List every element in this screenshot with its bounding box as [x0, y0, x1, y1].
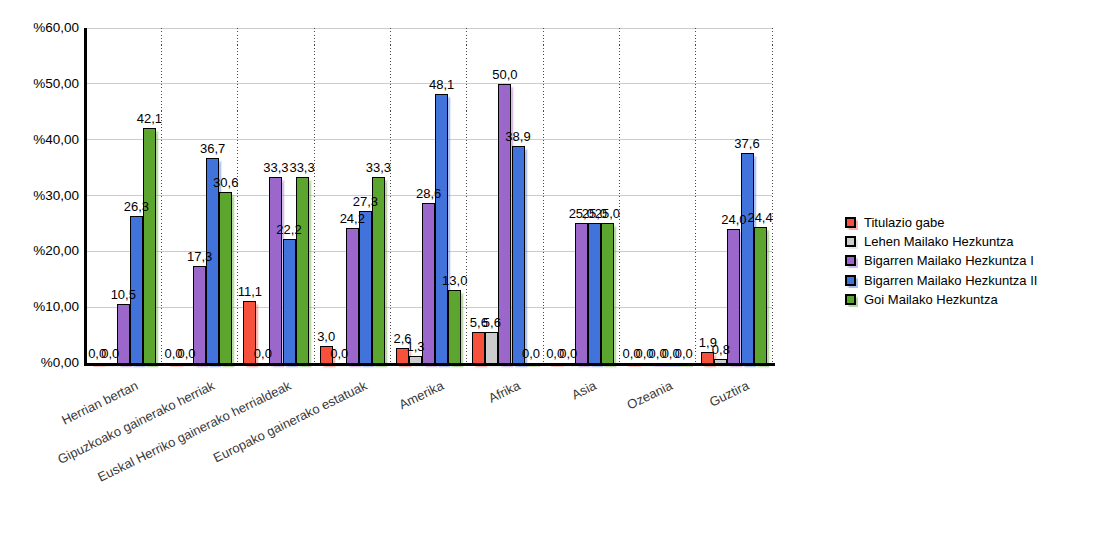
y-axis-tick-label: %40,00 [33, 132, 79, 147]
bar-value-label: 22,2 [259, 222, 319, 237]
legend-item: Lehen Mailako Hezkuntza [845, 232, 1037, 251]
legend-item: Titulazio gabe [845, 213, 1037, 232]
bar-value-label: 33,3 [348, 160, 408, 175]
bar-value-label: 33,3 [272, 160, 332, 175]
legend-swatch [845, 255, 856, 266]
category-separator [314, 28, 315, 363]
y-axis-line [84, 28, 87, 366]
bar-s3-c6 [588, 223, 601, 365]
legend: Titulazio gabe Lehen Mailako Hezkuntza Big… [845, 213, 1037, 309]
bar-value-label: 27,3 [335, 194, 395, 209]
bar-value-label: 13,0 [425, 273, 485, 288]
bar-value-label: 50,0 [475, 67, 535, 82]
bar-value-label: 17,3 [170, 249, 230, 264]
legend-label: Titulazio gabe [864, 215, 944, 230]
bar-value-label: 11,1 [220, 284, 280, 299]
legend-label: Bigarren Mailako Hezkuntza II [864, 273, 1037, 288]
legend-item: Bigarren Mailako Hezkuntza I [845, 251, 1037, 270]
x-axis-category-label: Guztira [707, 378, 751, 410]
bar-s3-c4 [435, 94, 448, 365]
bar-value-label: 48,1 [412, 77, 472, 92]
category-separator [695, 28, 696, 363]
legend-swatch [845, 294, 856, 305]
legend-label: Lehen Mailako Hezkuntza [864, 234, 1014, 249]
bar-s3-c3 [359, 211, 372, 365]
bar-s3-c8 [741, 153, 754, 365]
category-separator [543, 28, 544, 363]
chart-page: { "chart_data": { "type": "bar", "title"… [0, 0, 1100, 550]
bar-value-label: 0,0 [538, 346, 598, 361]
bar-value-label: 37,6 [717, 136, 777, 151]
bar-value-label: 3,0 [296, 329, 356, 344]
y-axis-tick-label: %30,00 [33, 188, 79, 203]
bar-value-label: 0,0 [80, 346, 140, 361]
category-separator [772, 28, 773, 363]
bar-s1-c5 [485, 332, 498, 365]
bar-s2-c3 [346, 228, 359, 365]
x-axis-category-label: Asia [569, 378, 598, 403]
x-axis-line [84, 363, 775, 366]
bar-s4-c1 [219, 192, 232, 365]
bar-value-label: 25,0 [577, 206, 637, 221]
legend-label: Bigarren Mailako Hezkuntza I [864, 253, 1034, 268]
bar-s2-c6 [575, 223, 588, 365]
bar-value-label: 0,8 [691, 342, 751, 357]
category-separator [237, 28, 238, 363]
legend-item: Bigarren Mailako Hezkuntza II [845, 271, 1037, 290]
bar-s4-c8 [754, 227, 767, 365]
y-gridline [85, 139, 772, 140]
bar-value-label: 0,0 [157, 346, 217, 361]
bar-value-label: 28,6 [399, 186, 459, 201]
bar-value-label: 30,6 [196, 175, 256, 190]
bar-value-label: 26,3 [106, 199, 166, 214]
bar-value-label: 24,4 [730, 210, 790, 225]
legend-swatch [845, 236, 856, 247]
bar-s2-c2 [269, 177, 282, 365]
bar-value-label: 24,2 [322, 211, 382, 226]
legend-item: Goi Mailako Hezkuntza [845, 290, 1037, 309]
bar-value-label: 36,7 [183, 141, 243, 156]
bar-value-label: 5,6 [462, 315, 522, 330]
bar-s4-c6 [601, 223, 614, 365]
y-axis-tick-label: %10,00 [33, 299, 79, 314]
y-gridline [85, 28, 772, 29]
x-axis-category-label: Amerika [396, 378, 445, 412]
bar-value-label: 10,5 [93, 287, 153, 302]
bar-s4-c0 [143, 128, 156, 365]
bar-value-label: 1,3 [386, 339, 446, 354]
x-axis-category-label: Ozeania [625, 378, 675, 413]
bar-value-label: 38,9 [488, 129, 548, 144]
bar-s3-c5 [512, 146, 525, 365]
x-axis-category-label: Afrika [486, 378, 522, 406]
bar-s0-c5 [472, 332, 485, 365]
bar-value-label: 42,1 [119, 111, 179, 126]
y-axis-tick-label: %60,00 [33, 20, 79, 35]
legend-label: Goi Mailako Hezkuntza [864, 292, 998, 307]
legend-swatch [845, 217, 856, 228]
bar-value-label: 0,0 [233, 346, 293, 361]
category-separator [161, 28, 162, 363]
y-axis-tick-label: %20,00 [33, 243, 79, 258]
category-separator [619, 28, 620, 363]
legend-swatch [845, 275, 856, 286]
y-axis-tick-label: %50,00 [33, 76, 79, 91]
bar-value-label: 0,0 [309, 346, 369, 361]
